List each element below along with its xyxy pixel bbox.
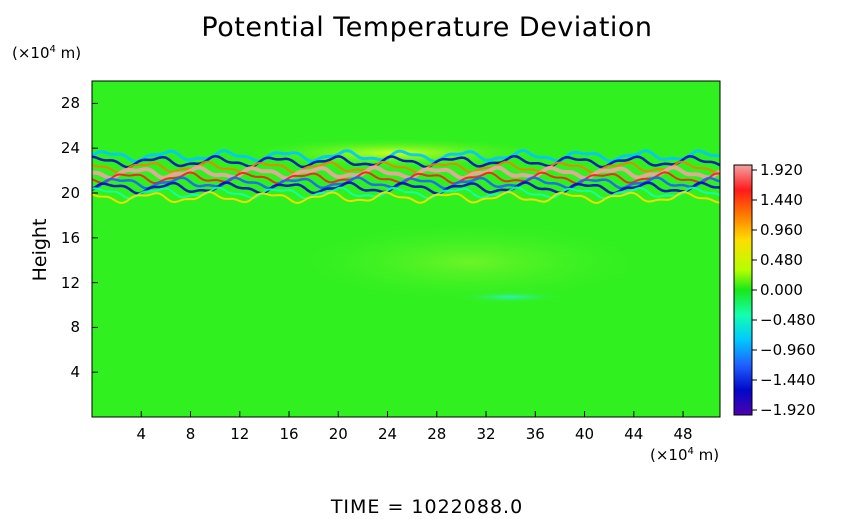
colorbar-label: −1.440 [760,371,816,389]
y-tick-label: 20 [60,184,80,202]
y-tick-label: 16 [60,228,80,247]
x-tick-label: 36 [525,425,545,443]
x-axis-unit: (×104 m) [650,446,720,464]
heatmap-field [92,81,720,417]
x-tick-label: 40 [575,425,595,443]
axis-ticks [92,102,684,417]
band-contour [92,171,720,185]
x-tick-label: 28 [427,425,447,443]
colorbar-label: 1.920 [760,161,803,179]
y-tick-label: 24 [60,139,80,158]
x-tick-label: 44 [624,425,644,443]
cool-patch [455,291,565,303]
x-tick-label: 24 [377,425,398,443]
y-tick-label: 4 [70,363,80,382]
x-tick-label: 8 [185,425,196,443]
band-contour [92,186,720,200]
band-contour [92,154,720,169]
oscillating-band [92,148,720,205]
x-tick-label: 4 [136,425,147,443]
y-tick-label: 28 [60,94,80,113]
chart-title: Potential Temperature Deviation [201,12,653,43]
y-tick-label: 12 [60,273,80,292]
time-label: TIME = 1022088.0 [330,496,524,518]
colorbar-label: 0.960 [760,221,803,239]
x-tick-label: 12 [230,425,250,443]
colorbar-label: −0.960 [760,341,816,359]
band-contour [92,176,720,190]
colorbar-label: 0.480 [760,251,803,269]
colorbar [733,164,753,416]
colorbar-label: 0.000 [760,281,803,299]
x-tick-label: 48 [673,425,693,443]
band-contour [92,165,720,181]
y-axis-unit: (×104 m) [12,44,82,62]
colorbar-label: −0.480 [760,311,816,329]
colorbar-ticks [752,169,757,411]
x-tick-label: 32 [476,425,496,443]
warm-anomaly [270,217,670,307]
y-tick-label: 8 [70,318,80,337]
colorbar-label: 1.440 [760,191,803,209]
plot-frame [91,80,721,418]
x-tick-label: 20 [328,425,348,443]
colorbar-label: −1.920 [760,401,816,419]
band-contour [92,190,720,205]
x-tick-label: 16 [279,425,299,443]
